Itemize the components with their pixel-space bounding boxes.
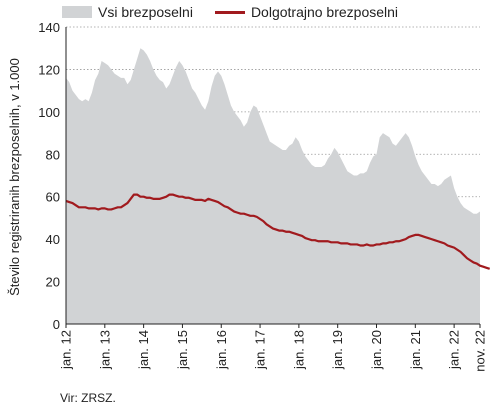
x-tick-label-10: jan. 22 — [447, 330, 462, 370]
x-tick-label-7: jan. 19 — [330, 330, 345, 370]
y-tick-60: 60 — [46, 190, 60, 205]
long-term-unemployed-line-layer — [65, 193, 490, 270]
legend-item-long-term: Dolgotrajno brezposelni — [214, 4, 399, 20]
series-area-total — [66, 48, 480, 325]
x-tick-label-9: jan. 21 — [408, 330, 423, 370]
x-tick-label-5: jan. 17 — [253, 330, 268, 370]
y-tick-120: 120 — [38, 62, 60, 77]
x-tick-label-2: jan. 14 — [136, 330, 151, 370]
axes — [65, 27, 480, 325]
x-tick-label-3: jan. 15 — [175, 330, 190, 370]
x-tick-label-4: jan. 16 — [214, 330, 229, 370]
total-unemployed-area-layer — [66, 48, 480, 325]
y-tick-0: 0 — [53, 317, 60, 332]
series-line-long-term — [65, 193, 490, 270]
y-tick-80: 80 — [46, 147, 60, 162]
legend-swatch-total — [62, 6, 92, 18]
y-tick-100: 100 — [38, 105, 60, 120]
x-tick-label-11: nov. 22 — [473, 330, 488, 372]
x-tick-label-1: jan. 13 — [97, 330, 112, 370]
y-tick-40: 40 — [46, 232, 60, 247]
legend-label-total: Vsi brezposelni — [98, 4, 193, 20]
x-tick-label-0: jan. 12 — [59, 330, 74, 370]
legend-label-long-term: Dolgotrajno brezposelni — [250, 4, 399, 20]
legend-swatch-long-term — [214, 10, 245, 14]
x-tick-labels: jan. 12 jan. 13 jan. 14 jan. 15 jan. 16 jan. … — [59, 324, 488, 372]
legend-item-total: Vsi brezposelni — [62, 4, 193, 20]
y-tick-labels: 0 20 40 60 80 100 120 140 — [38, 20, 60, 332]
x-tick-label-8: jan. 20 — [369, 330, 384, 370]
x-tick-label-6: jan. 18 — [291, 330, 306, 370]
source-note: Vir: ZRSZ. — [60, 391, 116, 405]
y-tick-140: 140 — [38, 20, 60, 35]
y-tick-20: 20 — [46, 275, 60, 290]
y-axis-label: Število registriranih brezposelnih, v 1.… — [7, 58, 22, 296]
legend: Vsi brezposelni Dolgotrajno brezposelni — [62, 4, 420, 20]
